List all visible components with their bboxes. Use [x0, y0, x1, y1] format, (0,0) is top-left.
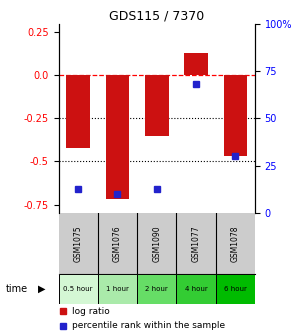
Bar: [67, 75, 90, 148]
Text: 2 hour: 2 hour: [145, 286, 168, 292]
Bar: [145, 75, 168, 136]
Text: 4 hour: 4 hour: [185, 286, 207, 292]
Bar: [137, 274, 176, 304]
Text: GSM1090: GSM1090: [152, 225, 161, 262]
Bar: [216, 274, 255, 304]
Text: 6 hour: 6 hour: [224, 286, 247, 292]
Bar: [98, 274, 137, 304]
Text: GSM1075: GSM1075: [74, 225, 83, 262]
Text: 1 hour: 1 hour: [106, 286, 129, 292]
Bar: [176, 274, 216, 304]
Text: GSM1078: GSM1078: [231, 225, 240, 262]
Bar: [59, 274, 98, 304]
Bar: [224, 75, 247, 156]
Text: time: time: [6, 284, 28, 294]
Text: percentile rank within the sample: percentile rank within the sample: [72, 321, 226, 330]
Text: ▶: ▶: [38, 284, 46, 294]
Bar: [184, 53, 208, 75]
Text: GSM1077: GSM1077: [192, 225, 200, 262]
Text: 0.5 hour: 0.5 hour: [64, 286, 93, 292]
Text: log ratio: log ratio: [72, 307, 110, 316]
Text: GSM1076: GSM1076: [113, 225, 122, 262]
Title: GDS115 / 7370: GDS115 / 7370: [109, 9, 205, 23]
Bar: [106, 75, 129, 199]
